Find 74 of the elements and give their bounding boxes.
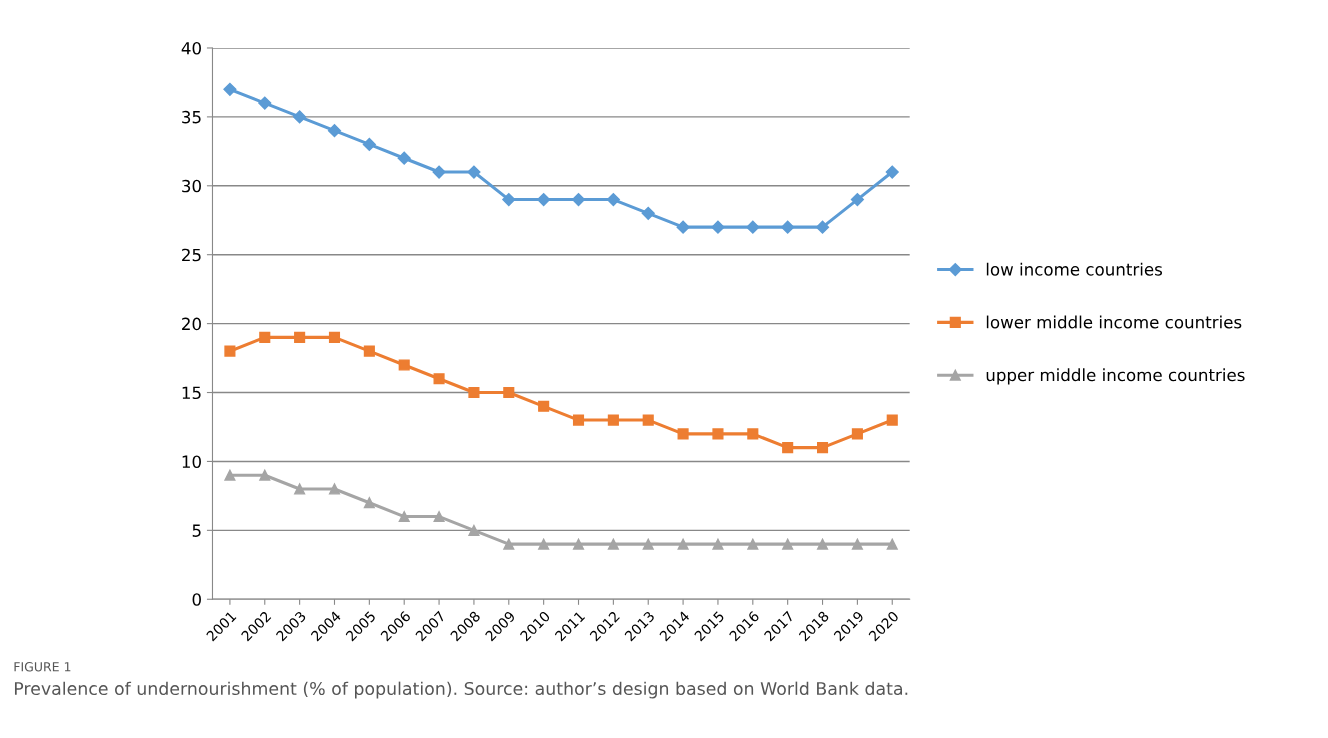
point (538, 400, 550, 412)
text: Prevalence of undernourishment (% of population). Source: author’s design based on World Bank data. (14, 681, 908, 699)
point (468, 386, 480, 399)
point (885, 165, 899, 179)
point (607, 538, 619, 550)
legend-label: lower middle income countries (986, 315, 1242, 329)
legend-label: low income countries (986, 262, 1163, 276)
point (327, 124, 342, 138)
point (293, 110, 307, 124)
point (816, 538, 829, 550)
point (259, 331, 271, 343)
point (572, 538, 585, 550)
y-tick-label: 0 (192, 593, 201, 606)
y-tick-label: 20 (182, 317, 201, 331)
point (433, 373, 445, 385)
point (538, 538, 550, 550)
point (815, 220, 830, 234)
y-tick-label: 40 (181, 41, 201, 55)
point (362, 137, 376, 152)
point (642, 414, 654, 426)
point (781, 220, 795, 234)
point (782, 538, 794, 550)
point (641, 206, 655, 220)
point (747, 428, 759, 440)
point (503, 386, 515, 399)
point (398, 511, 410, 523)
point (363, 497, 375, 509)
point (398, 359, 410, 371)
point (782, 442, 794, 454)
point (677, 428, 689, 440)
point (712, 428, 724, 440)
point (363, 345, 375, 357)
point (259, 469, 271, 481)
y-tick-label: 10 (182, 455, 201, 468)
point (467, 165, 481, 179)
point (571, 192, 586, 207)
point (607, 414, 619, 426)
y-tick-label: 5 (192, 524, 201, 537)
point (851, 428, 863, 440)
point (468, 524, 480, 536)
point (851, 538, 863, 550)
point (432, 165, 446, 179)
point (572, 414, 585, 426)
y-tick-label: 15 (182, 386, 201, 400)
point (224, 469, 236, 481)
y-tick-label: 35 (182, 110, 201, 124)
y-tick-label: 30 (182, 179, 201, 193)
point (433, 511, 445, 523)
point (886, 538, 898, 550)
point (328, 483, 341, 495)
point (850, 192, 864, 207)
point (502, 192, 516, 207)
point (537, 192, 551, 207)
point (294, 331, 306, 343)
point (328, 331, 341, 343)
point (886, 414, 898, 426)
point (642, 538, 654, 550)
point (676, 220, 690, 234)
point (224, 345, 236, 357)
point (223, 82, 237, 96)
point (747, 538, 759, 550)
point (503, 538, 515, 550)
point (711, 220, 725, 234)
point (606, 192, 620, 207)
point (816, 442, 829, 454)
point (258, 96, 272, 110)
point (746, 220, 760, 234)
legend-label: upper middle income countries (986, 368, 1245, 385)
caption: FIGURE 1 (14, 662, 71, 672)
point (677, 538, 689, 550)
y-tick-label: 25 (182, 248, 201, 262)
point (397, 151, 411, 165)
point (712, 538, 724, 550)
point (294, 483, 306, 495)
